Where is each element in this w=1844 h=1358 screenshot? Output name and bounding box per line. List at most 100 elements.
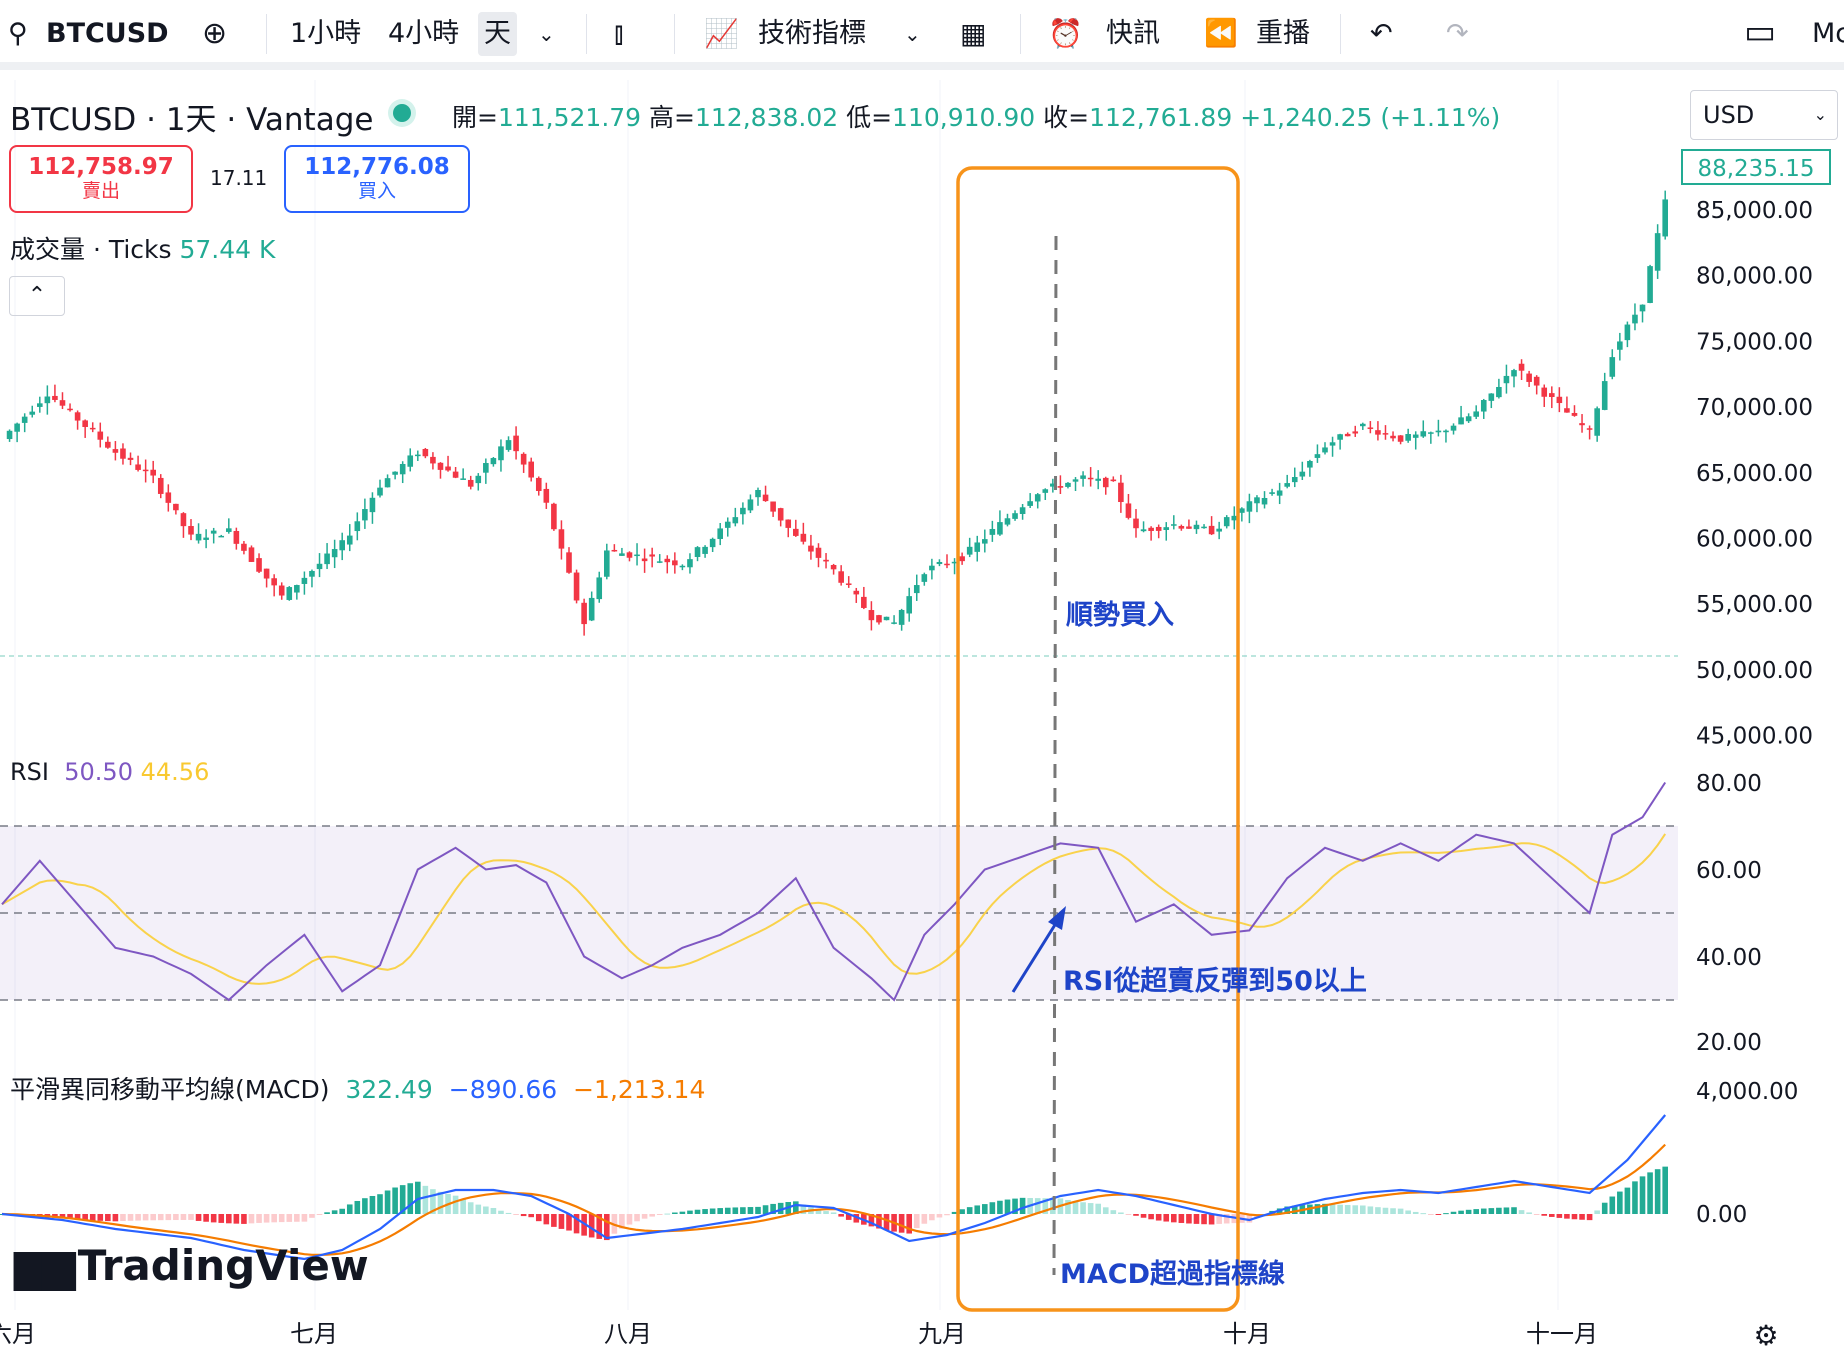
indicators-button[interactable]: 技術指標 — [758, 18, 866, 49]
candle-body — [823, 559, 829, 562]
undo-icon[interactable]: ↶ — [1370, 18, 1393, 49]
candle-body — [67, 408, 73, 411]
candle-body — [611, 549, 618, 552]
indicators-dropdown-icon[interactable]: ⌄ — [904, 22, 921, 46]
macd-histogram-bar — [876, 1214, 882, 1229]
macd-histogram-bar — [331, 1210, 338, 1214]
candle-series — [6, 190, 1668, 636]
candle-body — [520, 453, 527, 465]
candle-body — [634, 554, 640, 557]
macd-histogram-bar — [1465, 1209, 1472, 1214]
vertical-marker-line — [1052, 235, 1058, 1276]
price-tick-label: 70,000.00 — [1696, 395, 1813, 421]
last-price-label: 88,235.15 — [1697, 156, 1814, 182]
price-tick-label: 85,000.00 — [1696, 198, 1813, 224]
macd-histogram-bar — [1087, 1203, 1094, 1214]
symbol-search[interactable]: BTCUSD — [46, 18, 169, 49]
candle-body — [1050, 483, 1056, 487]
candle-body — [1443, 430, 1449, 433]
add-symbol-icon[interactable]: ⊕ — [202, 16, 228, 51]
candle-body — [14, 423, 20, 432]
macd-histogram-bar — [1458, 1210, 1464, 1214]
interval-dropdown-icon[interactable]: ⌄ — [538, 22, 555, 46]
candle-body — [1435, 430, 1442, 433]
price-tick-label: 45,000.00 — [1696, 724, 1813, 750]
macd-histogram-bar — [301, 1214, 308, 1222]
macd-histogram-bar — [498, 1210, 504, 1214]
macd-histogram-bar — [1004, 1199, 1011, 1214]
macd-histogram-bar — [475, 1204, 482, 1214]
rsi-legend: RSI 50.50 44.56 — [10, 758, 210, 786]
macd-tick-label: 0.00 — [1696, 1202, 1747, 1228]
time-tick-label: 九月 — [918, 1320, 966, 1348]
redo-icon[interactable]: ↷ — [1446, 18, 1469, 49]
interval-day[interactable]: 天 — [478, 12, 517, 56]
candle-body — [112, 449, 119, 453]
candle-body — [543, 488, 550, 503]
currency-select[interactable]: USD ⌄ — [1690, 90, 1838, 140]
alert-icon[interactable]: ⏰ — [1048, 17, 1083, 50]
candle-body — [649, 554, 655, 557]
candle-body — [1360, 423, 1366, 427]
candle-body — [785, 519, 792, 528]
interval-4h[interactable]: 4小時 — [388, 18, 460, 49]
macd-histogram-bar — [248, 1214, 255, 1224]
candle-body — [1102, 477, 1109, 488]
candle-body — [278, 585, 285, 596]
macd-histogram-bar — [1360, 1205, 1366, 1214]
candle-body — [1261, 497, 1268, 505]
collapse-legend-button[interactable]: ⌃ — [9, 276, 65, 316]
macd-histogram-bar — [1601, 1202, 1608, 1214]
candle-body — [1118, 482, 1124, 503]
candle-body — [89, 427, 96, 430]
macd-histogram-bar — [687, 1210, 693, 1214]
time-tick-label: 八月 — [604, 1320, 652, 1348]
macd-histogram-bar — [1329, 1204, 1336, 1214]
macd-histogram-bar — [543, 1214, 550, 1225]
macd-histogram-bar — [1420, 1213, 1427, 1215]
candle-body — [316, 563, 323, 570]
search-icon[interactable]: ⚲ — [8, 18, 28, 49]
rsi-ma-line — [1, 833, 1667, 985]
macd-histogram-bar — [921, 1214, 928, 1224]
macd-histogram-bar — [452, 1195, 459, 1214]
candle-body — [641, 558, 648, 562]
indicators-icon[interactable]: 📈 — [704, 17, 739, 50]
macd-histogram-bar — [97, 1214, 104, 1221]
candle-body — [150, 469, 156, 476]
fullscreen-icon[interactable]: ▭ — [1744, 12, 1777, 52]
candle-body — [619, 553, 625, 556]
price-tick-label: 50,000.00 — [1696, 658, 1813, 684]
candle-body — [226, 528, 232, 532]
macd-histogram-bar — [1556, 1214, 1563, 1218]
candle-body — [853, 590, 860, 595]
layout-grid-icon[interactable]: ▦ — [960, 17, 987, 50]
macd-histogram-bar — [1208, 1214, 1215, 1225]
macd-histogram-bar — [997, 1200, 1003, 1214]
macd-histogram-bar — [898, 1214, 905, 1233]
interval-1h[interactable]: 1小時 — [290, 18, 362, 49]
candle-body — [105, 441, 111, 448]
annotation-arrow — [1011, 919, 1060, 993]
candle-type-icon[interactable]: ⫾ — [614, 16, 624, 51]
macd-histogram-bar — [1216, 1214, 1222, 1224]
candle-body — [1322, 447, 1328, 453]
macd-histogram-bar — [906, 1214, 912, 1234]
candle-body — [407, 455, 414, 467]
macd-histogram-bar — [309, 1214, 315, 1218]
macd-histogram-bar — [1284, 1206, 1290, 1214]
candle-body — [422, 448, 429, 457]
buy-button[interactable]: 112,776.08 買入 — [284, 145, 470, 213]
macd-histogram-bar — [415, 1181, 421, 1214]
candle-body — [1405, 434, 1411, 441]
macd-histogram-bar — [1118, 1212, 1124, 1214]
replay-button[interactable]: 重播 — [1256, 18, 1310, 49]
candle-body — [1148, 527, 1154, 531]
alerts-button[interactable]: 快訊 — [1106, 18, 1160, 49]
sell-button[interactable]: 112,758.97 賣出 — [9, 145, 193, 213]
replay-icon[interactable]: ⏪ — [1204, 18, 1238, 49]
time-axis: 六月 七月 八月 九月 十月 十一月 — [0, 1320, 1598, 1348]
macd-histogram-bar — [112, 1214, 119, 1222]
tradingview-logo-icon: ▆▆ — [14, 1240, 76, 1291]
